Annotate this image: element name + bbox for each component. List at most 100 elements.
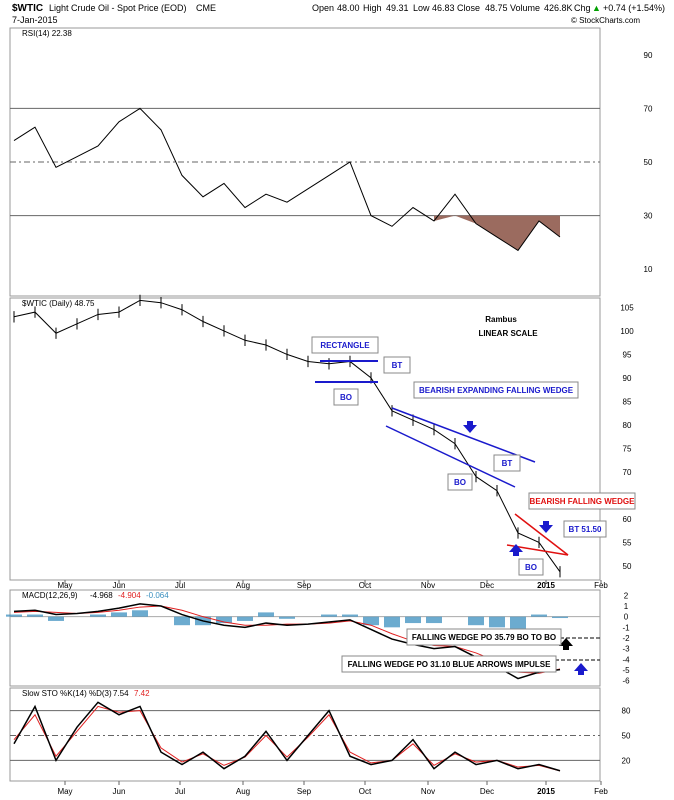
price-y-tick: 75: [623, 444, 632, 453]
macd-histogram-bar: [216, 616, 232, 624]
down-arrow-icon: [539, 521, 553, 533]
sto-x-tick: 2015: [537, 787, 555, 796]
high-value: 49.31: [386, 3, 409, 13]
black-up-arrow-icon: [559, 638, 573, 650]
price-y-tick: 60: [623, 515, 632, 524]
price-legend: $WTIC (Daily) 48.75: [22, 299, 95, 308]
macd-histogram-bar: [6, 614, 22, 617]
price-y-tick: 95: [623, 350, 632, 359]
up-arrow-icon: ▲: [592, 3, 601, 13]
rsi-legend: RSI(14) 22.38: [22, 29, 72, 38]
symbol-label: $WTIC: [12, 3, 43, 14]
annotation-bt3: BT 51.50: [563, 520, 607, 538]
rsi-y-tick: 70: [644, 104, 653, 113]
open-value: 48.00: [337, 3, 360, 13]
price-y-tick: 90: [623, 374, 632, 383]
macd-histogram-bar: [468, 616, 484, 626]
macd-y-tick: 1: [624, 602, 629, 611]
macd-y-tick: -6: [622, 677, 630, 686]
price-y-tick: 70: [623, 468, 632, 477]
macd-histogram-bar: [426, 616, 442, 624]
sto-y-tick: 80: [622, 707, 631, 716]
up-arrow-icon: [509, 544, 523, 556]
bt1-label: BT: [392, 361, 403, 370]
expanding-wedge-bottom-line: [385, 425, 516, 488]
rsi-line: [13, 107, 561, 252]
rsi-oversold-fill: [476, 215, 497, 238]
annotation-falling-wedge: BEARISH FALLING WEDGE: [528, 492, 636, 510]
macd-histogram-bar: [237, 616, 253, 621]
chg-value: +0.74 (+1.54%): [603, 3, 665, 13]
symbol-name: Light Crude Oil - Spot Price (EOD): [49, 3, 187, 13]
macd-histogram-bar: [321, 614, 337, 617]
macd-histogram-bar: [510, 616, 526, 630]
macd-histogram-bar: [174, 616, 190, 626]
bt2-label: BT: [502, 459, 513, 468]
bo1-label: BO: [340, 393, 352, 402]
price-x-tick: 2015: [537, 581, 555, 590]
sto-x-tick: Jul: [175, 787, 185, 796]
macd-histogram-bar: [342, 614, 358, 617]
sto-x-tick: Aug: [236, 787, 250, 796]
annotation-bt2: BT: [493, 454, 521, 472]
bt3-label: BT 51.50: [569, 525, 602, 534]
rsi-y-tick: 90: [644, 51, 653, 60]
bo3-label: BO: [525, 563, 537, 572]
annotation-bo3: BO: [518, 558, 544, 576]
sto-legend-k: 7.54: [113, 689, 129, 698]
macd-histogram-bar: [48, 616, 64, 621]
annotation-bo1: BO: [333, 388, 359, 406]
sto-k-line: [13, 701, 561, 772]
note-author: Rambus: [485, 315, 517, 324]
price-x-tick: May: [57, 581, 72, 590]
sto-panel-frame: [9, 687, 601, 782]
annotation-expanding-wedge: BEARISH EXPANDING FALLING WEDGE: [413, 381, 579, 399]
macd-legend-name: MACD(12,26,9): [22, 591, 78, 600]
falling-wedge-label: BEARISH FALLING WEDGE: [530, 497, 636, 506]
expanding-wedge-label: BEARISH EXPANDING FALLING WEDGE: [419, 386, 574, 395]
sto-y-tick: 20: [622, 756, 631, 765]
rsi-y-tick: 10: [644, 265, 653, 274]
macd-legend-signal: -4.904: [118, 591, 141, 600]
macd-y-tick: -4: [622, 655, 630, 664]
macd-legend-value: -4.968: [90, 591, 113, 600]
macd-histogram-bar: [27, 614, 43, 617]
rsi-oversold-fill: [497, 215, 518, 251]
rsi-y-tick: 30: [644, 212, 653, 221]
price-x-tick: Jul: [175, 581, 185, 590]
price-x-tick: Sep: [297, 581, 312, 590]
rsi-y-tick: 50: [644, 158, 653, 167]
price-line: [13, 299, 561, 573]
sto-legend-name: Slow STO %K(14) %D(3): [22, 689, 112, 698]
volume-label: Volume: [510, 3, 540, 13]
macd-y-tick: -3: [622, 645, 630, 654]
exchange-label: CME: [196, 3, 216, 13]
sto-layer: 80 50 20 May Jun Jul Aug Sep Oct Nov Dec 2015 Feb: [10, 701, 631, 796]
chg-label: Chg: [574, 3, 591, 13]
price-y-tick: 80: [623, 421, 632, 430]
macd-histogram-bar: [552, 616, 568, 619]
price-x-tick: Feb: [594, 581, 608, 590]
macd-line: [13, 603, 561, 680]
macd-y-tick: -5: [622, 666, 630, 675]
close-value: 48.75: [485, 3, 508, 13]
blue-arrows: [463, 421, 588, 675]
macd-histogram-bar: [279, 616, 295, 619]
macd-y-tick: 0: [624, 613, 629, 622]
sto-x-tick: Sep: [297, 787, 312, 796]
macd-legend-hist: -0.064: [146, 591, 169, 600]
macd-box-1-text: FALLING WEDGE PO 35.79 BO TO BO: [412, 633, 556, 642]
bo2-label: BO: [454, 478, 466, 487]
price-x-tick: Dec: [480, 581, 494, 590]
price-panel-frame: [9, 297, 601, 581]
down-arrow-icon: [463, 421, 477, 433]
sto-d-line: [13, 705, 561, 772]
close-label: Close: [457, 3, 480, 13]
price-y-tick: 100: [620, 327, 634, 336]
price-x-tick: Jun: [113, 581, 126, 590]
price-y-tick: 105: [620, 303, 634, 312]
annotation-bo2: BO: [447, 473, 473, 491]
sto-x-tick: Dec: [480, 787, 494, 796]
sto-x-tick: Jun: [113, 787, 126, 796]
